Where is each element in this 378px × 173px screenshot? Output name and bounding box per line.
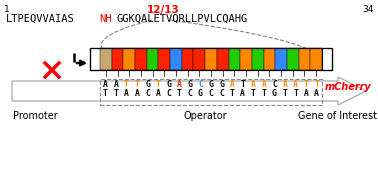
- Bar: [147, 48, 158, 70]
- Text: C: C: [187, 89, 192, 98]
- Text: G: G: [209, 80, 214, 89]
- Text: 1: 1: [4, 5, 10, 14]
- Text: Gene of Interest: Gene of Interest: [299, 111, 378, 121]
- Text: A: A: [262, 80, 266, 89]
- Text: G: G: [145, 80, 150, 89]
- Text: A: A: [113, 80, 118, 89]
- Bar: [182, 48, 194, 70]
- Bar: [90, 48, 100, 70]
- Text: A: A: [314, 89, 319, 98]
- Text: C: C: [145, 89, 150, 98]
- Text: A: A: [251, 80, 256, 89]
- Text: Promoter: Promoter: [12, 111, 57, 121]
- Text: C: C: [219, 89, 224, 98]
- Text: A: A: [124, 89, 129, 98]
- Text: G: G: [198, 89, 203, 98]
- Text: G: G: [272, 89, 277, 98]
- Bar: [170, 48, 182, 70]
- Text: T: T: [135, 80, 139, 89]
- Text: A: A: [304, 89, 308, 98]
- FancyArrow shape: [12, 77, 366, 105]
- Bar: [112, 48, 123, 70]
- Text: T: T: [113, 89, 118, 98]
- Text: NH: NH: [99, 14, 112, 24]
- Bar: [158, 48, 170, 70]
- Text: A: A: [240, 89, 245, 98]
- Text: mCherry: mCherry: [325, 82, 371, 92]
- Text: T: T: [103, 89, 108, 98]
- Text: A: A: [135, 89, 139, 98]
- Text: T: T: [230, 89, 235, 98]
- Text: LTPEQVVAIAS: LTPEQVVAIAS: [6, 14, 75, 24]
- Bar: [100, 48, 112, 70]
- Bar: [229, 48, 240, 70]
- Text: C: C: [272, 80, 277, 89]
- Text: Operator: Operator: [183, 111, 227, 121]
- Bar: [135, 48, 147, 70]
- Bar: [322, 48, 332, 70]
- Text: GGKQALETVQRLLPVLCQAHG: GGKQALETVQRLLPVLCQAHG: [116, 14, 248, 24]
- Text: A: A: [177, 80, 182, 89]
- Text: G: G: [219, 80, 224, 89]
- Text: A: A: [283, 80, 287, 89]
- Bar: [240, 48, 252, 70]
- Text: G: G: [187, 80, 192, 89]
- Bar: [217, 48, 229, 70]
- Text: T: T: [177, 89, 182, 98]
- Bar: [194, 48, 205, 70]
- Text: T: T: [304, 80, 308, 89]
- Text: C: C: [166, 89, 171, 98]
- Text: 34: 34: [363, 5, 374, 14]
- Text: T: T: [293, 89, 298, 98]
- Bar: [205, 48, 217, 70]
- Text: C: C: [198, 80, 203, 89]
- Bar: [275, 48, 287, 70]
- Bar: [263, 48, 275, 70]
- Text: A: A: [103, 80, 108, 89]
- Bar: [299, 48, 310, 70]
- Text: A: A: [293, 80, 298, 89]
- Text: T: T: [240, 80, 245, 89]
- Bar: [90, 48, 332, 70]
- Bar: [287, 48, 299, 70]
- Bar: [252, 48, 263, 70]
- Text: T: T: [314, 80, 319, 89]
- Text: T: T: [156, 80, 161, 89]
- Text: T: T: [251, 89, 256, 98]
- Text: T: T: [262, 89, 266, 98]
- Text: 12/13: 12/13: [147, 5, 180, 15]
- Text: C: C: [209, 89, 214, 98]
- Bar: [310, 48, 322, 70]
- Bar: [123, 48, 135, 70]
- Text: G: G: [166, 80, 171, 89]
- Text: T: T: [124, 80, 129, 89]
- Text: T: T: [283, 89, 287, 98]
- Bar: [100, 79, 322, 105]
- Text: A: A: [156, 89, 161, 98]
- Text: A: A: [230, 80, 235, 89]
